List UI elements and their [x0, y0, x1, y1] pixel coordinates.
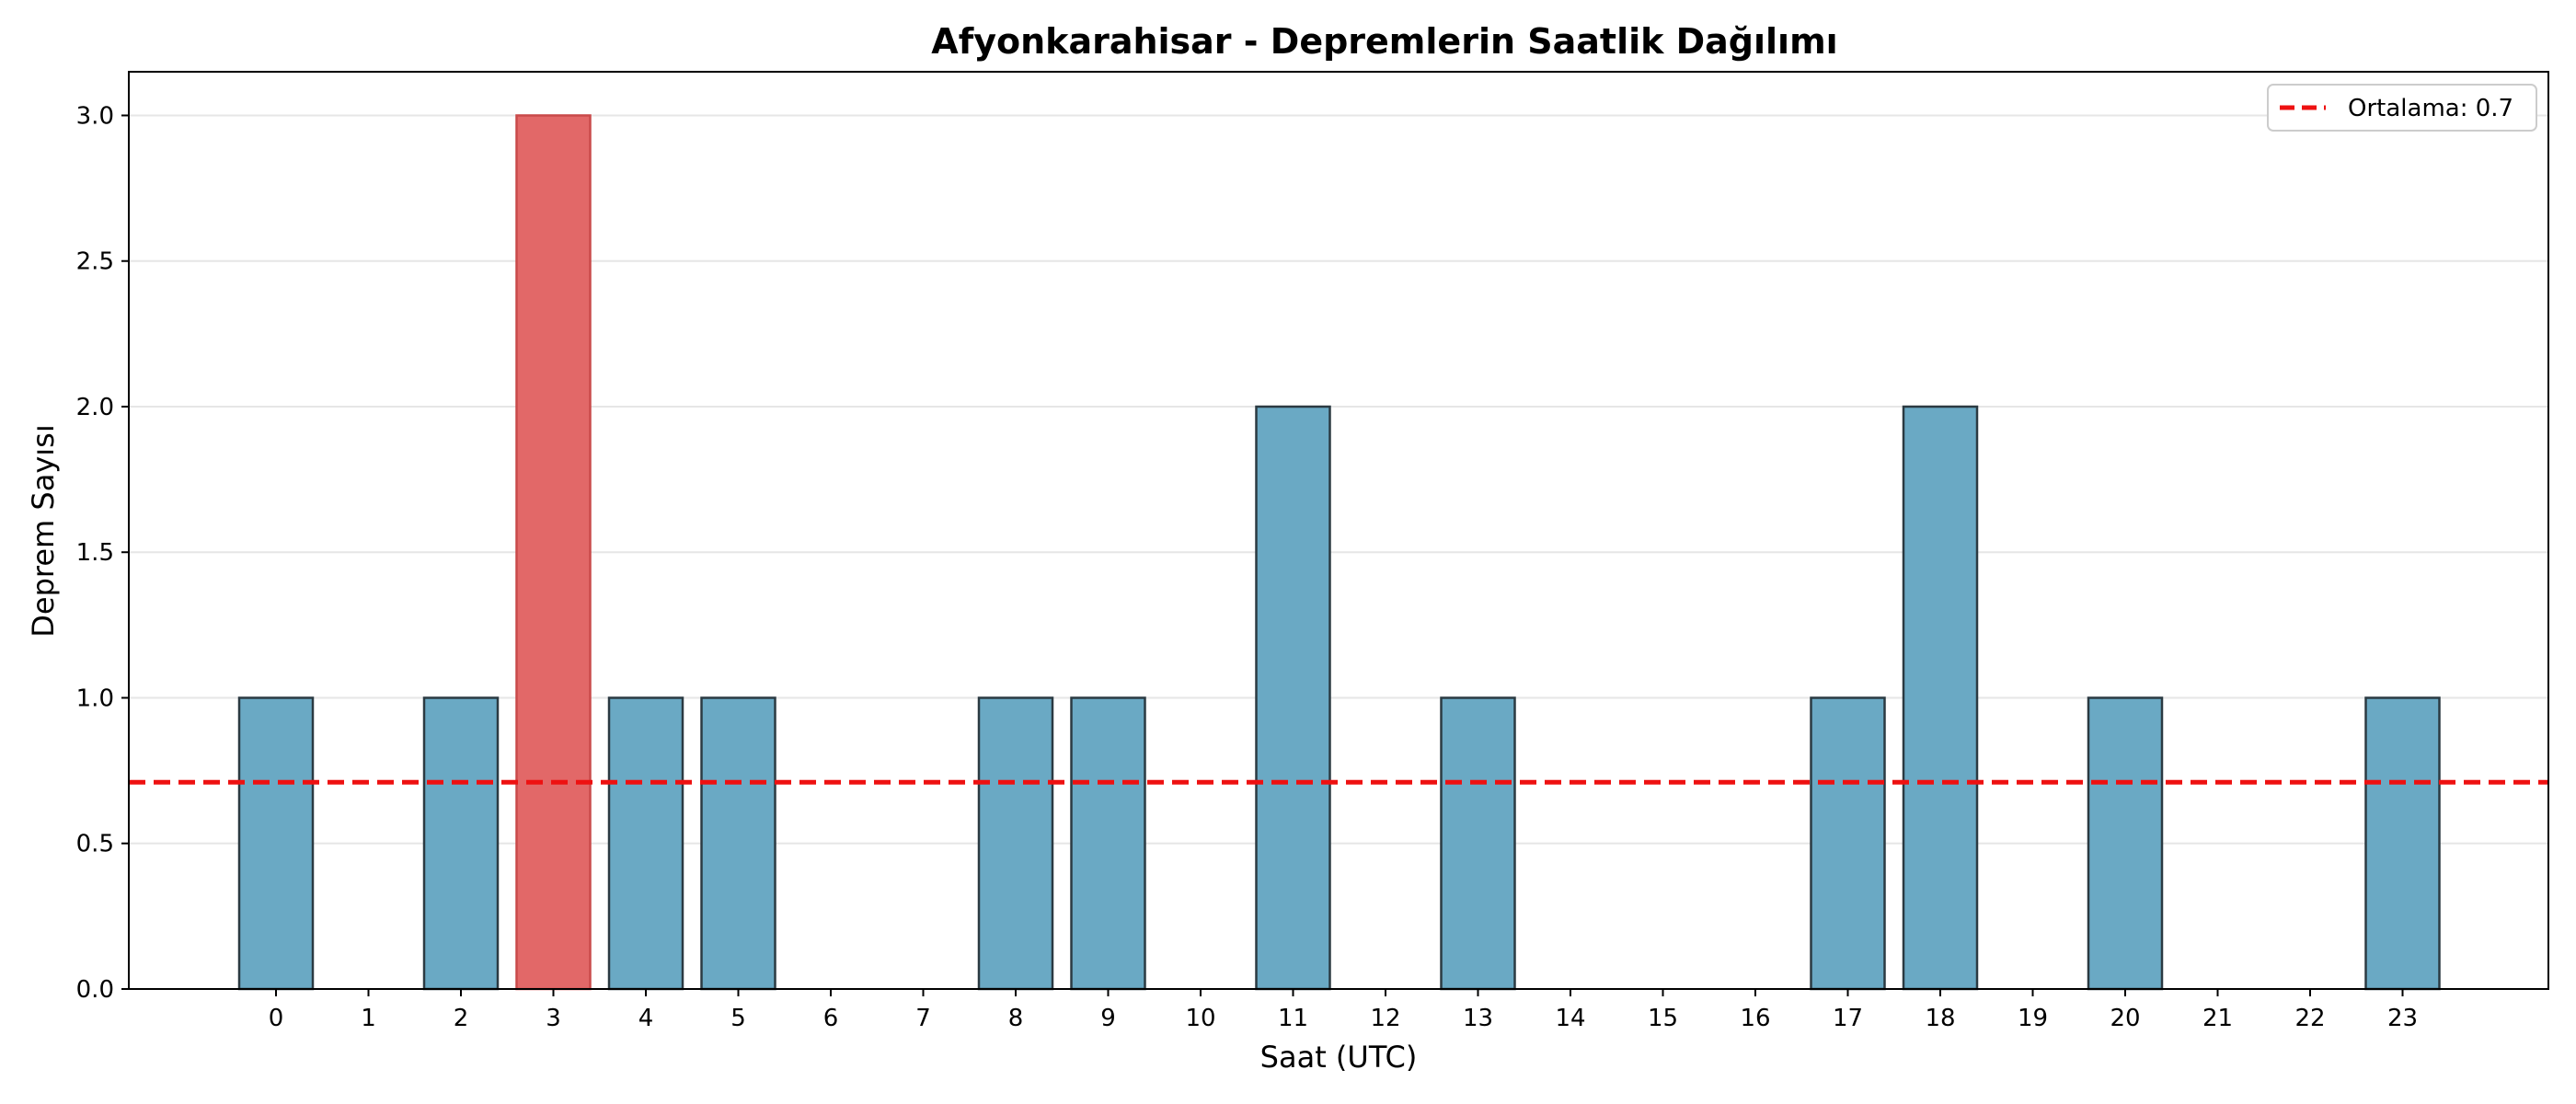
- x-tick-label: 6: [823, 1005, 839, 1032]
- bar-hour-4: [607, 696, 684, 991]
- legend: Ortalama: 0.7: [2267, 84, 2537, 132]
- x-tick-label: 2: [454, 1005, 469, 1032]
- x-tick-label: 22: [2294, 1005, 2325, 1032]
- y-axis-ticks: 0.0 0.5 1.0 1.5 2.0 2.5 3.0: [76, 102, 129, 1004]
- legend-mean-label: Ortalama: 0.7: [2348, 95, 2513, 122]
- bar-hour-13: [1440, 696, 1516, 991]
- y-tick-label: 2.0: [76, 394, 114, 421]
- x-axis-title: Saat (UTC): [1260, 1040, 1418, 1075]
- x-tick-label: 9: [1100, 1005, 1116, 1032]
- x-tick-label: 12: [1370, 1005, 1400, 1032]
- bar-hour-5: [700, 696, 776, 991]
- x-tick-label: 17: [1833, 1005, 1863, 1032]
- y-tick-label: 1.0: [76, 684, 114, 712]
- bars: [237, 114, 2441, 991]
- bar-hour-8: [977, 696, 1054, 991]
- bar-hour-3: [515, 114, 592, 991]
- y-tick-label: 0.0: [76, 976, 114, 1004]
- x-tick-label: 11: [1278, 1005, 1308, 1032]
- x-tick-label: 15: [1648, 1005, 1678, 1032]
- y-tick-label: 0.5: [76, 831, 114, 858]
- x-tick-label: 13: [1463, 1005, 1493, 1032]
- bar-hour-17: [1810, 696, 1886, 991]
- x-tick-label: 0: [269, 1005, 284, 1032]
- bar-hour-23: [2364, 696, 2441, 991]
- x-tick-label: 3: [546, 1005, 561, 1032]
- bar-hour-2: [422, 696, 500, 991]
- x-tick-label: 18: [1925, 1005, 1955, 1032]
- chart-title: Afyonkarahisar - Depremlerin Saatlik Dağ…: [931, 21, 1837, 62]
- bar-hour-18: [1902, 405, 1979, 991]
- x-tick-label: 10: [1185, 1005, 1215, 1032]
- x-tick-label: 19: [2018, 1005, 2048, 1032]
- x-tick-label: 1: [361, 1005, 376, 1032]
- plot-frame: [128, 71, 2549, 990]
- x-tick-label: 21: [2202, 1005, 2233, 1032]
- bar-hour-20: [2087, 696, 2164, 991]
- y-tick-label: 1.5: [76, 539, 114, 567]
- bar-hour-9: [1070, 696, 1146, 991]
- y-tick-label: 2.5: [76, 248, 114, 276]
- x-tick-label: 8: [1008, 1005, 1024, 1032]
- bar-hour-0: [237, 696, 315, 991]
- legend-box: [2267, 84, 2537, 132]
- bar-hour-11: [1255, 405, 1331, 991]
- y-axis-title: Deprem Sayısı: [26, 424, 61, 637]
- x-axis-ticks: 0 1 2 3 4 5 6 7 8 9 10 11 12 13 14 15 16 17 18 19 20 21 22 23: [269, 989, 2418, 1032]
- x-tick-label: 4: [638, 1005, 654, 1032]
- x-tick-label: 20: [2110, 1005, 2140, 1032]
- x-tick-label: 7: [915, 1005, 931, 1032]
- x-tick-label: 5: [730, 1005, 746, 1032]
- x-tick-label: 14: [1555, 1005, 1585, 1032]
- x-tick-label: 23: [2387, 1005, 2418, 1032]
- y-tick-label: 3.0: [76, 102, 114, 130]
- x-tick-label: 16: [1740, 1005, 1770, 1032]
